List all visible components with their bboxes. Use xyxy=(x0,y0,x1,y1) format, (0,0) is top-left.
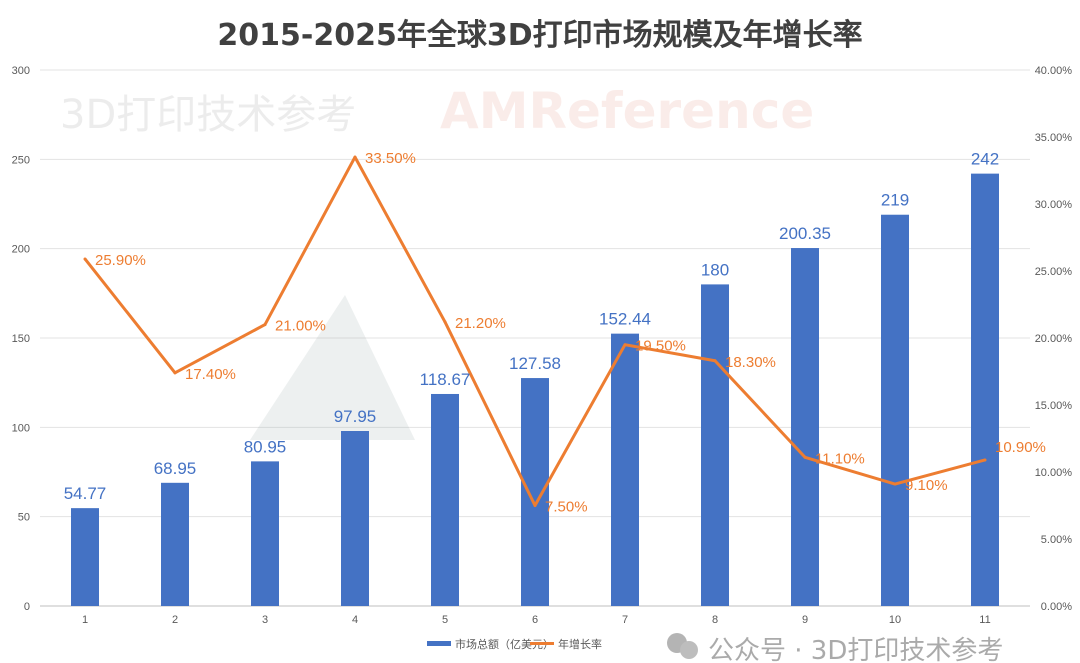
y-right-tick: 35.00% xyxy=(1035,132,1073,144)
line-point xyxy=(83,257,87,261)
data-labels: 54.77 68.95 80.95 97.95 118.67 127.58 152.44 18… xyxy=(64,150,1046,516)
y-left-tick: 150 xyxy=(12,333,30,345)
bars xyxy=(71,173,999,607)
y-right-tick: 0.00% xyxy=(1041,601,1072,613)
y-left-tick: 0 xyxy=(24,601,30,613)
line-point xyxy=(533,504,537,507)
axes: 0 50 100 150 200 250 300 0.00% 5.00% 10.00% 15.00%… xyxy=(12,65,1073,626)
line-point xyxy=(443,320,447,324)
line-label: 11.10% xyxy=(815,450,865,467)
legend-label-bar: 市场总额（亿美元） xyxy=(455,637,554,651)
bar xyxy=(971,173,999,607)
bar-label: 152.44 xyxy=(599,310,651,329)
x-tick: 5 xyxy=(442,614,448,626)
legend: 市场总额（亿美元） 年增长率 xyxy=(427,637,602,651)
bar-label: 97.95 xyxy=(334,407,377,426)
bar-label: 54.77 xyxy=(64,484,107,503)
line-label: 21.20% xyxy=(455,315,506,332)
watermark: 3D打印技术参考 AMReference xyxy=(60,82,814,440)
x-tick: 4 xyxy=(352,614,358,626)
y-right-tick: 30.00% xyxy=(1035,199,1073,211)
line-label: 18.30% xyxy=(725,354,776,371)
line-point xyxy=(893,482,897,486)
line-label: 21.00% xyxy=(275,318,326,335)
bar-label: 200.35 xyxy=(779,224,831,243)
bar xyxy=(251,461,279,606)
bar-label: 242 xyxy=(971,150,999,169)
x-tick: 11 xyxy=(979,614,990,626)
line-label: 17.40% xyxy=(185,366,236,383)
bar-label: 219 xyxy=(881,191,909,210)
bar xyxy=(791,248,819,607)
line-point xyxy=(623,343,627,347)
x-tick: 9 xyxy=(802,614,808,626)
y-left-tick: 300 xyxy=(12,65,30,77)
y-left-tick: 250 xyxy=(12,154,30,166)
line-point xyxy=(263,323,267,327)
x-tick: 8 xyxy=(712,614,718,626)
y-right-tick: 40.00% xyxy=(1035,65,1073,77)
line-label: 10.90% xyxy=(995,439,1046,456)
y-right-tick: 25.00% xyxy=(1035,266,1073,278)
bar xyxy=(611,333,639,606)
chart-title: 2015-2025年全球3D打印市场规模及年增长率 xyxy=(217,18,863,53)
watermark-sub: 3D打印技术参考 xyxy=(60,92,356,138)
y-right-tick: 15.00% xyxy=(1035,400,1073,412)
line-label: 33.50% xyxy=(365,150,416,167)
legend-swatch-line xyxy=(530,642,554,645)
bar-label: 68.95 xyxy=(154,459,197,478)
bar xyxy=(161,482,189,606)
bar xyxy=(521,378,549,606)
line-label: 9.10% xyxy=(905,477,948,494)
bar xyxy=(881,214,909,606)
line-point xyxy=(713,359,717,363)
line-label: 7.50% xyxy=(545,499,588,516)
line-label: 25.90% xyxy=(95,252,146,269)
watermark-brand: AMReference xyxy=(440,82,814,140)
growth-line xyxy=(83,155,987,507)
legend-swatch-bar xyxy=(427,641,451,646)
line-label: 19.50% xyxy=(635,338,686,355)
footer-text: 公众号 · 3D打印技术参考 xyxy=(708,636,1003,663)
x-tick: 10 xyxy=(889,614,901,626)
y-left-tick: 50 xyxy=(18,512,30,524)
bar xyxy=(431,393,459,606)
line-point xyxy=(173,371,177,375)
line-point xyxy=(353,155,357,159)
bar xyxy=(341,430,369,606)
y-right-tick: 20.00% xyxy=(1035,333,1073,345)
y-right-tick: 10.00% xyxy=(1035,467,1073,479)
x-tick: 1 xyxy=(82,614,88,626)
watermark-logo xyxy=(250,295,415,440)
y-right-tick: 5.00% xyxy=(1041,534,1072,546)
bar-label: 127.58 xyxy=(509,354,561,373)
bar xyxy=(71,508,99,606)
x-tick: 7 xyxy=(622,614,628,626)
line-point xyxy=(983,458,987,462)
bar xyxy=(701,284,729,606)
legend-label-line: 年增长率 xyxy=(558,637,602,651)
x-tick: 2 xyxy=(172,614,178,626)
y-left-tick: 100 xyxy=(12,422,30,434)
line-point xyxy=(803,455,807,459)
y-left-tick: 200 xyxy=(12,244,30,256)
bar-label: 80.95 xyxy=(244,437,287,456)
x-tick: 3 xyxy=(262,614,268,626)
wechat-footer: 公众号 · 3D打印技术参考 xyxy=(667,633,1003,663)
bar-label: 180 xyxy=(701,260,729,279)
bar-label: 118.67 xyxy=(420,370,471,389)
x-tick: 6 xyxy=(532,614,538,626)
